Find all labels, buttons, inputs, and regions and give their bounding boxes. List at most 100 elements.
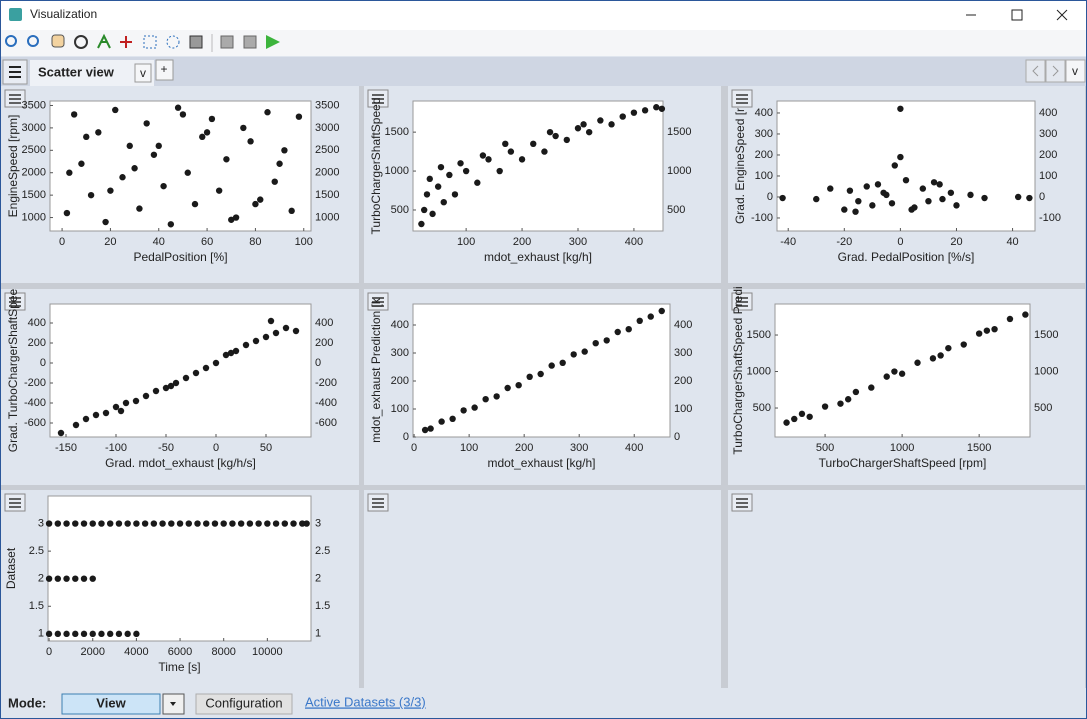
point: [852, 388, 860, 396]
point: [559, 359, 566, 366]
mode-button[interactable]: [61, 693, 161, 715]
point: [45, 575, 53, 582]
x-tick-label: 400: [625, 442, 643, 454]
point: [426, 175, 433, 183]
point: [945, 344, 952, 352]
point: [98, 630, 105, 638]
point: [479, 152, 487, 159]
point: [63, 209, 71, 217]
rotate[interactable]: [74, 35, 88, 49]
point: [967, 191, 974, 199]
point: [215, 187, 223, 194]
point: [252, 337, 260, 345]
panel: [728, 490, 1085, 688]
point: [930, 179, 938, 186]
zoom-out[interactable]: [27, 35, 39, 47]
tab-label[interactable]: Scatter view: [38, 64, 115, 79]
add-tab[interactable]: [155, 59, 174, 81]
dropdown-arrow: [170, 702, 176, 706]
y-tick-label: 300: [391, 347, 409, 359]
point: [290, 520, 297, 527]
tab-dropdown-label[interactable]: v: [140, 66, 146, 80]
x-tick-label: 500: [816, 442, 834, 454]
y2-tick-label: -600: [315, 417, 337, 429]
point: [518, 156, 526, 163]
nav-next[interactable]: [1045, 59, 1066, 83]
close-button[interactable]: [1056, 9, 1068, 21]
cross-tool[interactable]: [120, 36, 132, 48]
configuration-label[interactable]: Configuration: [205, 695, 282, 710]
pan[interactable]: [51, 34, 65, 48]
maximize-button[interactable]: [1011, 9, 1023, 21]
zoom-in[interactable]: [5, 35, 17, 47]
y2-tick-label: 1000: [315, 211, 339, 223]
point: [827, 185, 834, 192]
point: [541, 148, 548, 155]
axis-tool[interactable]: [97, 33, 111, 49]
tab-dropdown[interactable]: [134, 63, 152, 83]
y-tick-label: 3500: [22, 99, 46, 111]
point: [423, 191, 431, 198]
point: [868, 384, 875, 391]
add-tab-label[interactable]: +: [160, 62, 167, 76]
x-axis-label: Grad. mdot_exhaust [kg/h/s]: [105, 456, 256, 470]
clear-select[interactable]: [189, 35, 203, 49]
y2-tick-label: 2.5: [315, 545, 330, 557]
point: [143, 120, 150, 127]
tab[interactable]: [30, 60, 154, 86]
play[interactable]: [266, 35, 280, 49]
plot-area: [47, 495, 312, 642]
point: [107, 630, 114, 638]
point: [92, 411, 100, 419]
nav-prev[interactable]: [1025, 59, 1046, 83]
point: [174, 104, 182, 111]
x-tick-label: 0: [46, 646, 52, 658]
point: [167, 221, 175, 228]
stop[interactable]: [220, 35, 234, 49]
point: [925, 197, 932, 205]
y-tick-label: -100: [751, 212, 773, 224]
active-datasets-link[interactable]: Active Datasets (3/3): [305, 694, 426, 709]
window-title: Visualization: [30, 7, 97, 21]
point: [272, 329, 280, 337]
panel-menu-icon: [736, 498, 748, 508]
y2-tick-label: 2000: [315, 167, 339, 179]
rect-select[interactable]: [143, 35, 157, 49]
point: [211, 520, 219, 527]
point: [653, 104, 660, 111]
point: [898, 370, 906, 377]
nav-next-icon: [1052, 65, 1059, 77]
point: [449, 415, 456, 422]
y-tick-label: 2000: [22, 167, 46, 179]
point: [82, 415, 90, 423]
x-tick-label: 100: [460, 442, 478, 454]
point: [791, 415, 798, 423]
x-tick-label: 1500: [967, 442, 991, 454]
configuration-button[interactable]: [195, 693, 293, 715]
mode-value[interactable]: View: [96, 695, 126, 710]
point: [133, 520, 140, 527]
point: [440, 198, 447, 206]
y-tick-label: 3: [38, 517, 44, 529]
point: [891, 162, 898, 169]
point: [936, 181, 943, 188]
x-tick-label: 60: [201, 236, 213, 248]
x-tick-label: 300: [570, 442, 588, 454]
pause[interactable]: [243, 35, 257, 49]
point: [1006, 315, 1014, 323]
point: [80, 520, 88, 527]
lasso-select[interactable]: [166, 35, 180, 49]
y-axis-label: TurboChargerShaftSpeed Predi: [731, 286, 745, 454]
x-axis-label: TurboChargerShaftSpeed [rpm]: [819, 456, 987, 470]
point: [603, 337, 610, 344]
point: [63, 630, 70, 638]
point: [257, 196, 264, 203]
point: [798, 410, 806, 418]
tab-list-label[interactable]: v: [1072, 64, 1078, 78]
tab-list[interactable]: [1065, 59, 1086, 83]
point: [947, 189, 955, 196]
point: [636, 317, 643, 324]
point: [192, 369, 200, 377]
toolbar: [0, 30, 1087, 56]
point: [292, 327, 300, 335]
